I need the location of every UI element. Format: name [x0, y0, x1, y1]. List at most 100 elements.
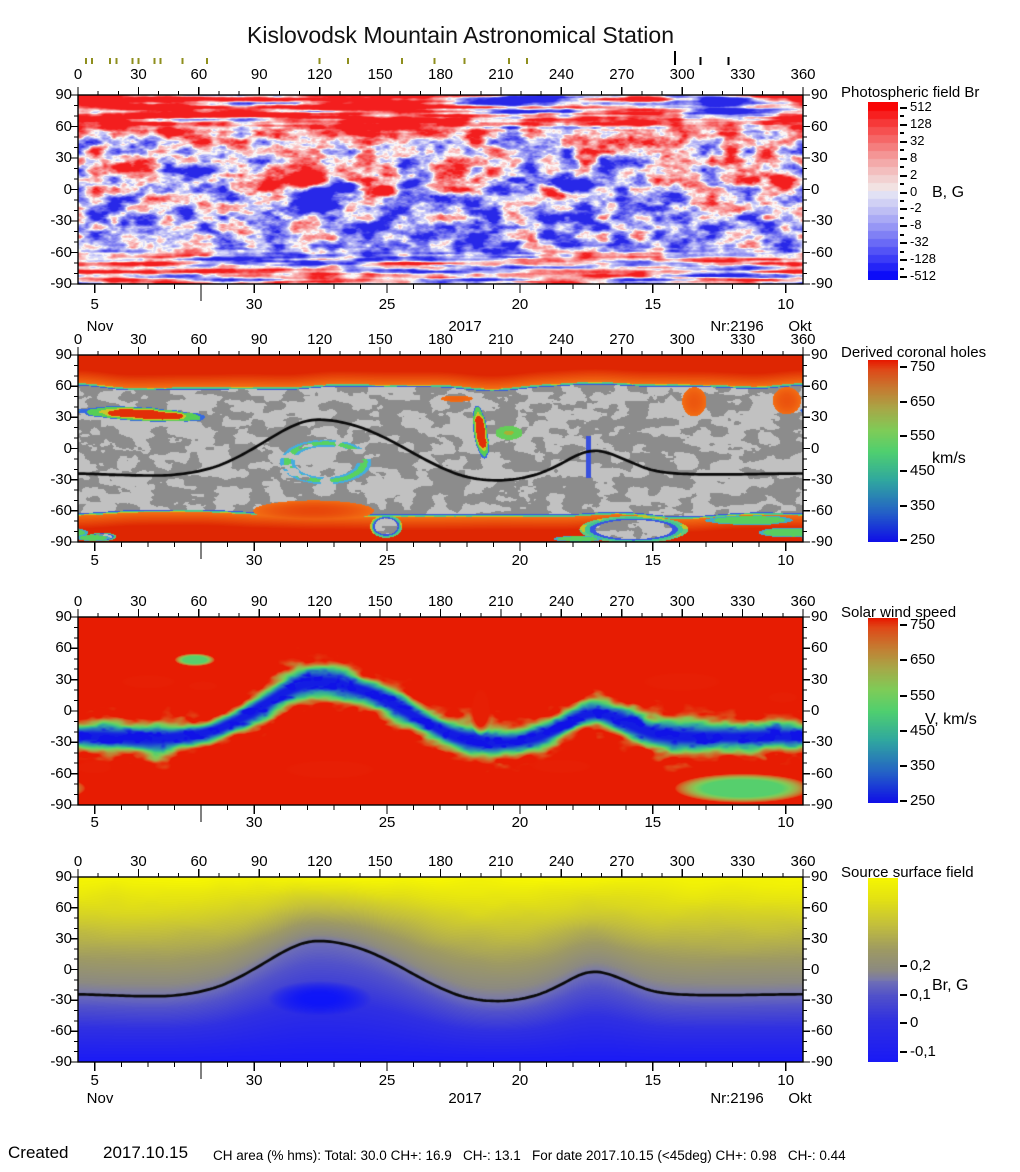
lon-tick-label: 300	[669, 853, 695, 870]
date-tick-label: 30	[245, 814, 263, 831]
lon-tick-label: 210	[488, 66, 514, 83]
colorbar-tick-label: 750	[910, 357, 936, 375]
colorbar-tick-label: -2	[910, 200, 922, 216]
colorbar-unit-label: B, G	[932, 184, 965, 201]
colorbar-minor-tick	[900, 132, 904, 135]
lat-tick-label-right: 0	[811, 439, 820, 457]
lat-tick-label-right: 90	[811, 86, 828, 103]
lat-tick-label-left: 60	[55, 377, 72, 395]
date-tick-label: 10	[777, 296, 795, 313]
colorbar-tick	[900, 964, 907, 967]
colorbar-minor-tick	[900, 250, 904, 253]
colorbar-minor-tick	[900, 166, 904, 169]
lat-tick-label-left: -90	[50, 796, 72, 813]
colorbar-tick	[900, 994, 907, 997]
lat-tick-label-right: -60	[811, 501, 833, 519]
lon-tick-label: 360	[790, 66, 816, 83]
colorbar-tick	[900, 225, 907, 228]
rotation-number-label: Nr:2196	[710, 318, 764, 335]
date-tick-label: 15	[644, 552, 662, 569]
lon-tick-label: 90	[250, 66, 268, 83]
lat-tick-label-left: 0	[63, 702, 72, 719]
lat-tick-label-left: 90	[55, 608, 72, 625]
date-tick-label: 10	[777, 552, 795, 569]
lon-tick-label: 120	[307, 593, 333, 610]
date-tick-label: 15	[644, 1072, 662, 1089]
lon-tick-label: 0	[73, 66, 83, 83]
lon-tick-label: 120	[307, 66, 333, 83]
colorbar-tick-label: 450	[910, 461, 936, 479]
colorbar-tick-label: -32	[910, 234, 929, 250]
lat-tick-label-right: -30	[811, 991, 833, 1009]
lon-tick-label: 300	[669, 593, 695, 610]
axes-photospheric-br	[71, 51, 810, 301]
colorbar-tick	[900, 729, 907, 732]
colorbar-tick-label: 650	[910, 651, 936, 669]
colorbar-tick	[900, 123, 907, 126]
lon-tick-label: 30	[130, 331, 147, 348]
lat-tick-label-left: 90	[55, 868, 72, 885]
date-tick-label: 10	[777, 1072, 795, 1089]
colorbar-tick	[900, 400, 907, 403]
colorbar-minor-tick	[900, 233, 904, 236]
date-tick-label: 20	[511, 814, 529, 831]
lat-tick-label-left: -30	[50, 212, 72, 229]
colorbar-minor-tick	[900, 199, 904, 202]
lon-tick-label: 270	[609, 853, 635, 870]
date-tick-label: 30	[245, 552, 263, 569]
lat-tick-label-left: -30	[50, 470, 72, 488]
colorbar-tick-label: 350	[910, 757, 936, 775]
date-tick-label: 30	[245, 1072, 263, 1089]
lat-tick-label-right: -90	[811, 796, 833, 813]
lat-tick-label-left: 0	[63, 439, 72, 457]
lat-tick-label-left: 30	[55, 929, 72, 947]
colorbar-tick	[900, 1021, 907, 1024]
colorbar-title: Photospheric field Br	[841, 84, 980, 101]
colorbar-tick	[900, 140, 907, 143]
lat-tick-label-left: 90	[55, 86, 72, 103]
lon-tick-label: 360	[790, 331, 816, 348]
colorbar-canvas-source-surface	[868, 878, 898, 1062]
lon-tick-label: 270	[609, 331, 635, 348]
lat-tick-label-left: 30	[55, 149, 72, 166]
colorbar-unit-label: Br, G	[932, 977, 969, 994]
colorbar-tick-label: 32	[910, 132, 925, 148]
lat-tick-label-right: 30	[811, 670, 828, 688]
colorbar-tick	[900, 191, 907, 194]
colorbar-tick-label: 8	[910, 149, 918, 165]
colorbar-minor-tick	[900, 183, 904, 186]
footer-created-date: 2017.10.15	[103, 1143, 189, 1162]
footer-created-label: Created	[8, 1143, 69, 1162]
date-tick-label: 15	[644, 814, 662, 831]
lat-tick-label-right: 0	[811, 960, 820, 978]
lon-tick-label: 240	[548, 853, 574, 870]
lat-tick-label-left: 0	[63, 960, 72, 978]
colorbar-canvas-photospheric-br	[868, 102, 898, 280]
date-tick-label: 25	[378, 814, 396, 831]
colorbar-tick	[900, 694, 907, 697]
colorbar-tick	[900, 242, 907, 245]
lon-tick-label: 300	[669, 331, 695, 348]
lat-tick-label-right: -60	[811, 1022, 833, 1040]
lat-tick-label-left: -90	[50, 533, 72, 550]
lat-tick-label-left: -60	[50, 243, 72, 261]
date-tick-label: 5	[90, 1072, 99, 1089]
colorbar-tick	[900, 624, 907, 627]
colorbar-minor-tick	[900, 216, 904, 219]
colorbar-tick-label: 0,1	[910, 986, 931, 1004]
lon-tick-label: 90	[250, 593, 268, 610]
colorbar-tick-label: 550	[910, 686, 936, 704]
lat-tick-label-right: 30	[811, 929, 828, 947]
lon-tick-label: 270	[609, 66, 635, 83]
lon-tick-label: 30	[130, 593, 147, 610]
lon-tick-label: 150	[367, 331, 393, 348]
lat-tick-label-right: 30	[811, 408, 828, 426]
lon-tick-label: 240	[548, 331, 574, 348]
colorbar-tick-label: 750	[910, 616, 936, 634]
date-tick-label: 20	[511, 552, 529, 569]
lat-tick-label-left: 60	[55, 898, 72, 916]
lat-tick-label-left: -60	[50, 764, 72, 782]
lon-tick-label: 180	[427, 66, 454, 83]
date-tick-label: 20	[511, 296, 529, 313]
